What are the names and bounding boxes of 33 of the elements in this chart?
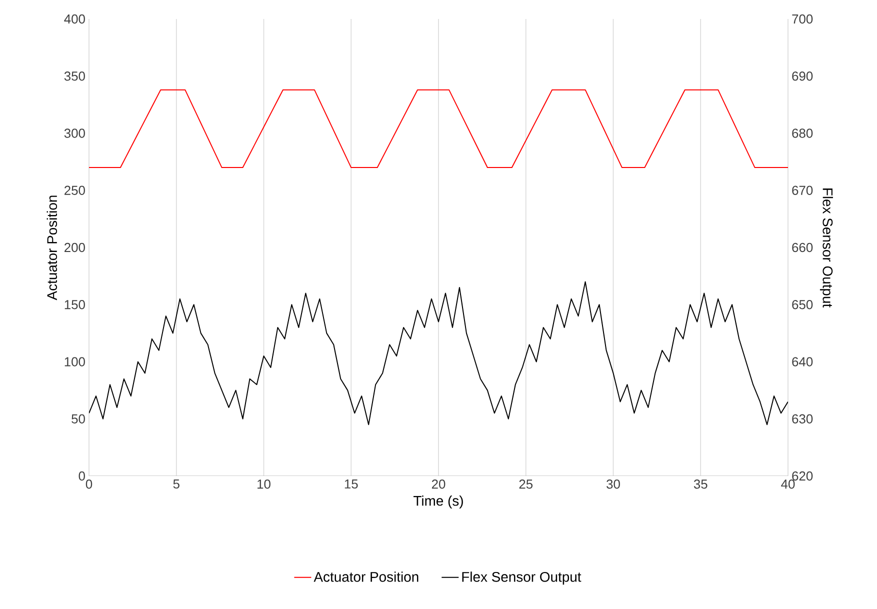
y2-tick-label: 660	[792, 242, 813, 252]
x-tick-label: 25	[519, 480, 533, 489]
y-tick-label: 200	[64, 242, 85, 252]
y-tick-label: 250	[64, 186, 85, 195]
y-tick-label: 0	[78, 471, 85, 481]
y2-tick-label: 630	[792, 414, 813, 424]
y-tick-label: 300	[64, 128, 85, 138]
y2-tick-label: 680	[792, 128, 813, 138]
x-tick-label: 5	[173, 480, 180, 489]
y2-tick-label: 640	[792, 357, 813, 366]
y-tick-label: 150	[64, 300, 85, 310]
y-tick-label: 400	[64, 14, 85, 24]
legend-label: Flex Sensor Output	[462, 572, 582, 585]
y2-tick-label: 620	[792, 471, 813, 481]
x-tick-label: 15	[344, 480, 358, 489]
y-tick-label: 50	[72, 414, 85, 424]
x-tick-label: 0	[86, 480, 92, 489]
y2-tick-label: 700	[792, 14, 813, 24]
x-tick-label: 10	[258, 480, 270, 489]
legend-label: Actuator Position	[314, 572, 418, 582]
y-axis-title: Actuator Position	[46, 196, 58, 300]
y2-tick-label: 690	[792, 72, 813, 81]
x-axis-title: Time (s)	[414, 496, 463, 509]
y-tick-label: 350	[64, 72, 85, 81]
line-series	[89, 281, 788, 426]
x-tick-label: 30	[606, 480, 620, 489]
y-tick-label: 100	[64, 357, 85, 366]
x-tick-label: 20	[432, 480, 446, 489]
y2-axis-title: Flex Sensor Output	[820, 188, 833, 308]
y2-tick-label: 670	[792, 186, 813, 195]
y2-tick-label: 650	[792, 300, 813, 310]
x-tick-label: 35	[694, 480, 708, 489]
x-tick-label: 40	[781, 480, 795, 489]
